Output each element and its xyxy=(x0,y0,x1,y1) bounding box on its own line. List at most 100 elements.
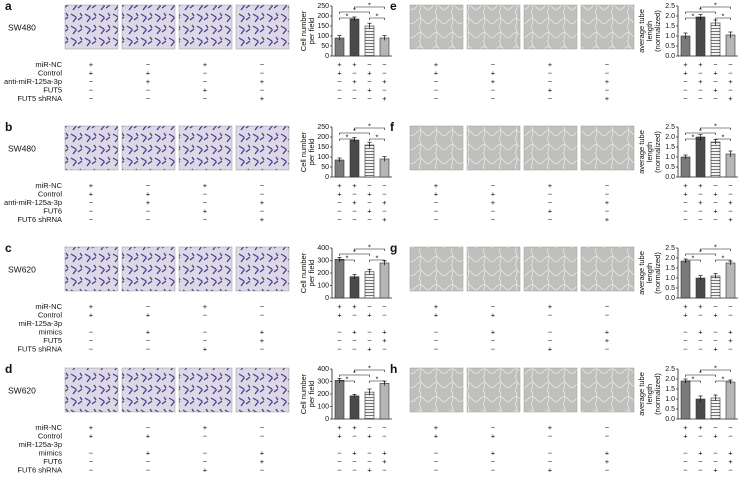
y-tick-label: 1.5 xyxy=(665,144,675,151)
y-tick-label: 300 xyxy=(317,257,329,264)
sign: − xyxy=(89,215,94,224)
sign: + xyxy=(337,423,342,432)
y-tick-label: 1.5 xyxy=(665,23,675,30)
sign: − xyxy=(89,336,94,345)
panel-letter: f xyxy=(390,120,395,134)
sign: − xyxy=(491,457,496,466)
sign: − xyxy=(382,60,387,69)
row-label: Control xyxy=(38,189,63,198)
sign: + xyxy=(337,431,342,440)
sign: + xyxy=(728,336,733,345)
sign: − xyxy=(434,85,439,94)
sign: − xyxy=(605,423,610,432)
sign: − xyxy=(203,68,208,77)
sign: − xyxy=(605,206,610,215)
sign: + xyxy=(382,215,387,224)
sign: + xyxy=(337,181,342,190)
sign: − xyxy=(352,189,357,198)
sign: + xyxy=(203,423,208,432)
significance-bracket xyxy=(685,17,701,20)
y-tick-label: 2.0 xyxy=(665,134,675,141)
sign: − xyxy=(203,448,208,457)
row-label: FUT5 shRNA xyxy=(17,94,62,103)
y-tick-label: 1.0 xyxy=(665,33,675,40)
y-axis-label: length xyxy=(645,263,654,283)
sign: − xyxy=(89,85,94,94)
sign: − xyxy=(548,68,553,77)
y-axis-label: per field xyxy=(307,381,316,408)
row-label: miR-NC xyxy=(35,302,62,311)
sign: − xyxy=(382,344,387,353)
micrograph xyxy=(466,246,521,292)
sign: + xyxy=(89,310,94,319)
sign: − xyxy=(382,302,387,311)
sign: − xyxy=(146,423,151,432)
micrograph xyxy=(466,125,521,171)
y-tick-label: 1.5 xyxy=(665,386,675,393)
significance-label: * xyxy=(353,5,356,14)
sign: + xyxy=(146,431,151,440)
sign: − xyxy=(382,85,387,94)
sign: + xyxy=(491,189,496,198)
row-label: FUT6 xyxy=(43,457,62,466)
panel-letter: g xyxy=(390,241,397,255)
sign: − xyxy=(491,85,496,94)
significance-bracket xyxy=(339,374,370,377)
sign: − xyxy=(434,206,439,215)
sign: − xyxy=(260,431,265,440)
sign: − xyxy=(548,431,553,440)
micrograph xyxy=(178,125,233,171)
bar xyxy=(680,380,691,420)
y-tick-label: 150 xyxy=(317,144,329,151)
row-label: FUT5 xyxy=(43,336,62,345)
cell-line: SW620 xyxy=(8,385,36,395)
sign: − xyxy=(728,310,733,319)
sign: − xyxy=(260,310,265,319)
sign: + xyxy=(548,60,553,69)
sign: − xyxy=(605,85,610,94)
sign: + xyxy=(260,94,265,103)
sign: − xyxy=(683,457,688,466)
sign: + xyxy=(203,85,208,94)
y-axis-label: per field xyxy=(307,260,316,287)
sign: − xyxy=(260,423,265,432)
bar xyxy=(725,262,736,299)
sign: − xyxy=(605,302,610,311)
sign: − xyxy=(89,344,94,353)
sign: + xyxy=(548,465,553,474)
sign: − xyxy=(367,448,372,457)
significance-bracket xyxy=(354,248,385,251)
sign: − xyxy=(382,206,387,215)
y-axis-label: per field xyxy=(307,139,316,166)
sign: − xyxy=(146,457,151,466)
sign: − xyxy=(713,94,718,103)
sign: − xyxy=(203,215,208,224)
sign: + xyxy=(713,310,718,319)
y-tick-label: 0 xyxy=(325,174,329,181)
significance-bracket xyxy=(339,11,370,14)
cell-line: SW480 xyxy=(8,22,36,32)
sign: + xyxy=(605,215,610,224)
micrograph xyxy=(121,4,176,50)
y-tick-label: 1.0 xyxy=(665,396,675,403)
sign: − xyxy=(434,327,439,336)
sign: − xyxy=(146,302,151,311)
sign: + xyxy=(605,327,610,336)
sign: + xyxy=(146,448,151,457)
y-tick-label: 2.0 xyxy=(665,376,675,383)
sign: − xyxy=(260,85,265,94)
sign: − xyxy=(683,94,688,103)
sign: + xyxy=(434,68,439,77)
sign: − xyxy=(698,310,703,319)
sign: − xyxy=(382,189,387,198)
sign: − xyxy=(491,94,496,103)
micrograph xyxy=(523,367,578,413)
sign: + xyxy=(434,423,439,432)
significance-label: * xyxy=(722,374,725,383)
sign: − xyxy=(337,94,342,103)
sign: − xyxy=(203,77,208,86)
sign: + xyxy=(683,431,688,440)
y-axis-label: (normalized) xyxy=(653,10,662,52)
sign: − xyxy=(203,336,208,345)
